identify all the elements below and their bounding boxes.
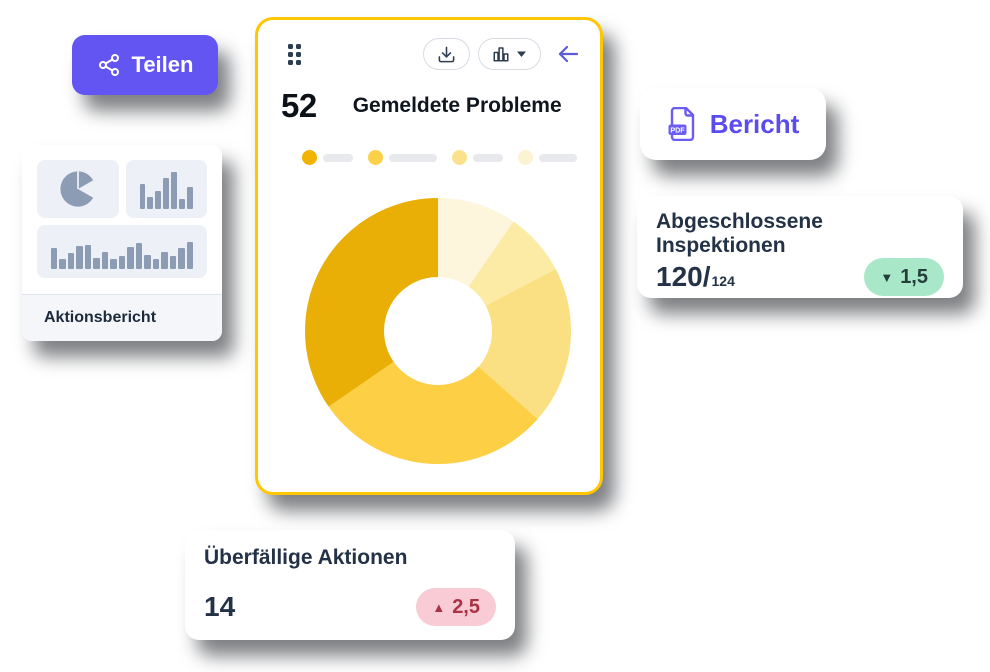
donut-chart bbox=[305, 198, 571, 464]
bar-chart-wide-icon bbox=[51, 234, 193, 269]
stat-value: 52 bbox=[281, 87, 317, 124]
chart-type-dropdown[interactable] bbox=[478, 38, 541, 70]
thumbnail-card-label: Aktionsbericht bbox=[44, 309, 157, 326]
legend-item bbox=[518, 150, 577, 165]
bar-chart-wide-thumbnail bbox=[37, 225, 207, 278]
triangle-up-icon: ▲ bbox=[432, 599, 446, 615]
trend-value: 1,5 bbox=[900, 265, 928, 288]
back-arrow-button[interactable] bbox=[556, 44, 580, 64]
pie-chart-icon bbox=[56, 167, 100, 211]
bar-chart-thumbnail bbox=[125, 160, 207, 218]
chevron-down-icon bbox=[516, 50, 527, 58]
trend-badge-down: ▼ 1,5 bbox=[864, 258, 944, 296]
pdf-report-button[interactable]: PDF Bericht bbox=[640, 88, 826, 160]
kpi-value-row: 14 ▲ 2,5 bbox=[204, 588, 496, 626]
completed-count: 120/ bbox=[656, 261, 711, 292]
report-button-label: Bericht bbox=[709, 108, 800, 139]
kpi-value: 14 bbox=[204, 591, 236, 622]
legend-item bbox=[302, 150, 353, 165]
kpi-value-row: 120/ 124 ▼ 1,5 bbox=[656, 258, 944, 296]
legend-item bbox=[452, 150, 503, 165]
kpi-title: Abgeschlossene Inspektionen bbox=[656, 210, 823, 257]
overdue-actions-card: Überfällige Aktionen 14 ▲ 2,5 bbox=[185, 530, 515, 640]
pie-chart-thumbnail bbox=[37, 160, 119, 218]
action-report-thumbnail-card[interactable]: Aktionsbericht bbox=[22, 145, 222, 341]
share-button[interactable]: Teilen bbox=[72, 35, 218, 95]
trend-badge-up: ▲ 2,5 bbox=[416, 588, 496, 626]
kpi-value: 120/ 124 bbox=[656, 261, 735, 293]
download-button[interactable] bbox=[423, 38, 470, 70]
chart-legend bbox=[278, 150, 580, 165]
triangle-down-icon: ▼ bbox=[880, 269, 894, 285]
thumbnail-grid bbox=[22, 145, 222, 278]
svg-text:PDF: PDF bbox=[670, 126, 685, 135]
card-toolbar bbox=[278, 37, 580, 71]
thumbnail-card-footer: Aktionsbericht bbox=[22, 294, 222, 341]
completed-inspections-card: Abgeschlossene Inspektionen 120/ 124 ▼ 1… bbox=[637, 196, 963, 298]
legend-item bbox=[368, 150, 437, 165]
kpi-title: Überfällige Aktionen bbox=[204, 546, 408, 569]
chart-title: Gemeldete Probleme bbox=[352, 94, 562, 117]
share-icon bbox=[97, 53, 121, 77]
total-count: 124 bbox=[711, 273, 735, 289]
bar-chart-icon bbox=[492, 45, 510, 63]
bar-chart-icon bbox=[139, 169, 194, 209]
pdf-file-icon: PDF bbox=[667, 107, 697, 141]
drag-handle-icon[interactable] bbox=[288, 43, 301, 65]
trend-value: 2,5 bbox=[452, 595, 480, 618]
share-button-label: Teilen bbox=[131, 52, 194, 77]
reported-problems-card: 52 Gemeldete Probleme bbox=[255, 17, 603, 495]
download-icon bbox=[437, 45, 456, 64]
stat-row: 52 Gemeldete Probleme bbox=[278, 87, 580, 125]
